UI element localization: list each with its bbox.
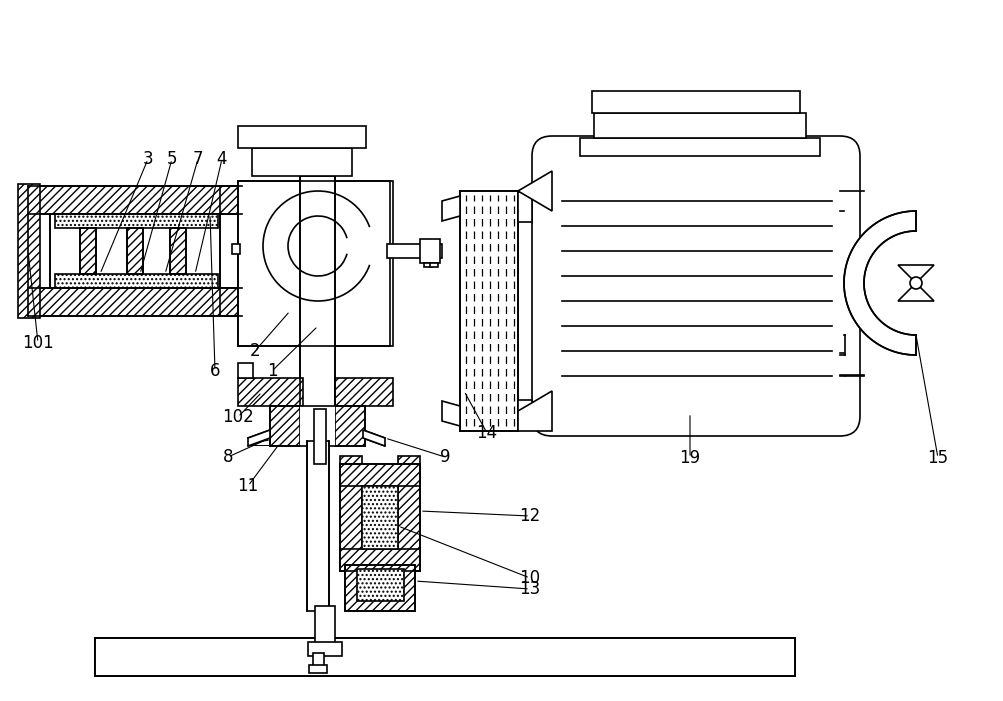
Polygon shape <box>518 391 552 431</box>
Bar <box>55 214 218 228</box>
Bar <box>315 606 335 646</box>
Bar <box>307 441 329 611</box>
Bar <box>238 181 392 346</box>
Text: 1: 1 <box>267 362 277 380</box>
Bar <box>429 263 437 267</box>
Bar <box>80 228 96 274</box>
Bar <box>270 406 300 446</box>
Bar <box>18 184 40 318</box>
Bar <box>50 214 220 288</box>
Text: 6: 6 <box>210 362 220 380</box>
Bar <box>252 148 352 176</box>
Bar <box>592 91 799 113</box>
Bar <box>50 214 220 288</box>
Bar <box>340 464 419 571</box>
Text: 8: 8 <box>223 448 233 466</box>
Bar <box>238 378 303 406</box>
Polygon shape <box>441 401 459 426</box>
Text: 9: 9 <box>439 448 449 466</box>
Bar <box>314 409 326 464</box>
Bar <box>340 456 362 571</box>
Text: 101: 101 <box>22 334 54 352</box>
Bar <box>126 228 142 274</box>
Bar <box>386 244 441 258</box>
Bar <box>220 186 242 214</box>
Text: 10: 10 <box>519 569 540 587</box>
Bar <box>220 288 242 316</box>
Bar <box>357 569 403 601</box>
Text: 7: 7 <box>193 150 203 168</box>
Text: 14: 14 <box>476 424 497 442</box>
Polygon shape <box>441 196 459 221</box>
Polygon shape <box>844 211 915 355</box>
Bar <box>300 176 335 411</box>
Bar <box>459 191 518 431</box>
Text: 19: 19 <box>679 449 700 467</box>
Bar <box>580 138 819 156</box>
Bar <box>423 263 431 267</box>
Bar <box>28 186 248 214</box>
Bar <box>126 228 142 274</box>
Polygon shape <box>518 171 552 211</box>
Bar <box>518 400 532 430</box>
Text: 5: 5 <box>166 150 178 168</box>
Bar <box>397 456 419 571</box>
Bar <box>362 486 397 549</box>
Bar <box>335 406 365 446</box>
Bar <box>95 638 794 676</box>
Bar <box>170 228 186 274</box>
Bar <box>594 113 805 138</box>
Polygon shape <box>248 430 270 446</box>
Bar <box>345 565 414 611</box>
Bar <box>80 228 96 274</box>
Bar <box>335 378 392 406</box>
Bar <box>55 274 218 288</box>
Text: 11: 11 <box>237 477 259 495</box>
Text: 2: 2 <box>250 342 260 360</box>
Text: 13: 13 <box>519 580 540 598</box>
Bar <box>238 363 253 378</box>
Text: 15: 15 <box>927 449 948 467</box>
Bar <box>300 406 335 446</box>
Text: 4: 4 <box>217 150 227 168</box>
Bar <box>340 549 419 571</box>
Bar <box>308 642 342 656</box>
Text: 3: 3 <box>142 150 153 168</box>
Bar <box>419 239 439 263</box>
Bar <box>313 653 324 670</box>
Circle shape <box>909 277 921 289</box>
Bar <box>518 192 532 222</box>
Text: 102: 102 <box>222 408 254 426</box>
FancyBboxPatch shape <box>532 136 860 436</box>
Bar <box>345 565 414 611</box>
Bar <box>340 464 419 486</box>
Polygon shape <box>363 430 384 446</box>
Polygon shape <box>897 265 933 301</box>
Bar <box>309 665 327 673</box>
Bar <box>238 126 366 148</box>
Bar <box>95 638 794 676</box>
Bar <box>170 228 186 274</box>
Bar <box>232 244 240 254</box>
Text: 12: 12 <box>519 507 540 525</box>
Bar <box>28 288 248 316</box>
